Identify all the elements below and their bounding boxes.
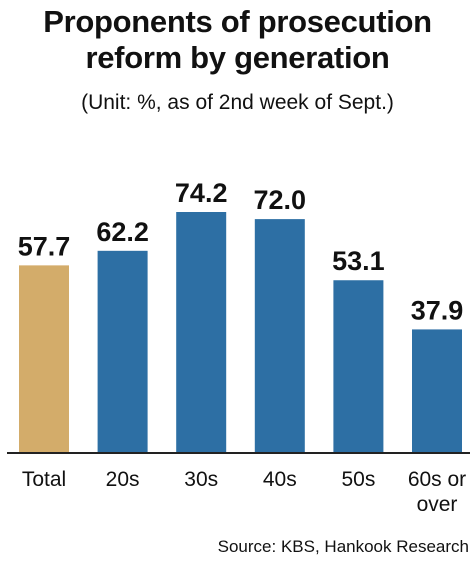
bar-group <box>19 212 462 452</box>
bar-30s <box>176 212 227 452</box>
value-label-total: 57.7 <box>18 231 71 261</box>
category-label-60s-or-over-line-1: 60s or <box>408 468 466 491</box>
bar-50s <box>333 280 384 452</box>
bar-40s <box>254 219 305 452</box>
value-label-30s: 74.2 <box>175 178 228 208</box>
value-label-20s: 62.2 <box>96 217 149 247</box>
category-label-total: Total <box>22 468 66 491</box>
value-label-40s: 72.0 <box>254 185 307 215</box>
chart-title-line-2: reform by generation <box>85 40 390 75</box>
category-label-30s: 30s <box>184 468 218 491</box>
category-label-20s: 20s <box>106 468 140 491</box>
bar-total <box>19 265 69 452</box>
category-label-50s: 50s <box>341 468 375 491</box>
bar-20s <box>97 250 148 452</box>
chart-title-line-1: Proponents of prosecution <box>43 4 432 39</box>
value-label-group: 57.7 62.2 74.2 72.0 53.1 37.9 <box>18 178 464 325</box>
category-label-40s: 40s <box>263 468 297 491</box>
category-label-60s-or-over-line-2: over <box>417 493 458 516</box>
bar-60s-or-over <box>412 329 462 452</box>
source-note: Source: KBS, Hankook Research <box>217 537 469 556</box>
value-label-60s-or-over: 37.9 <box>411 295 464 325</box>
chart-subtitle: (Unit: %, as of 2nd week of Sept.) <box>81 91 394 114</box>
value-label-50s: 53.1 <box>332 246 385 276</box>
chart-title: Proponents of prosecution reform by gene… <box>0 4 475 76</box>
